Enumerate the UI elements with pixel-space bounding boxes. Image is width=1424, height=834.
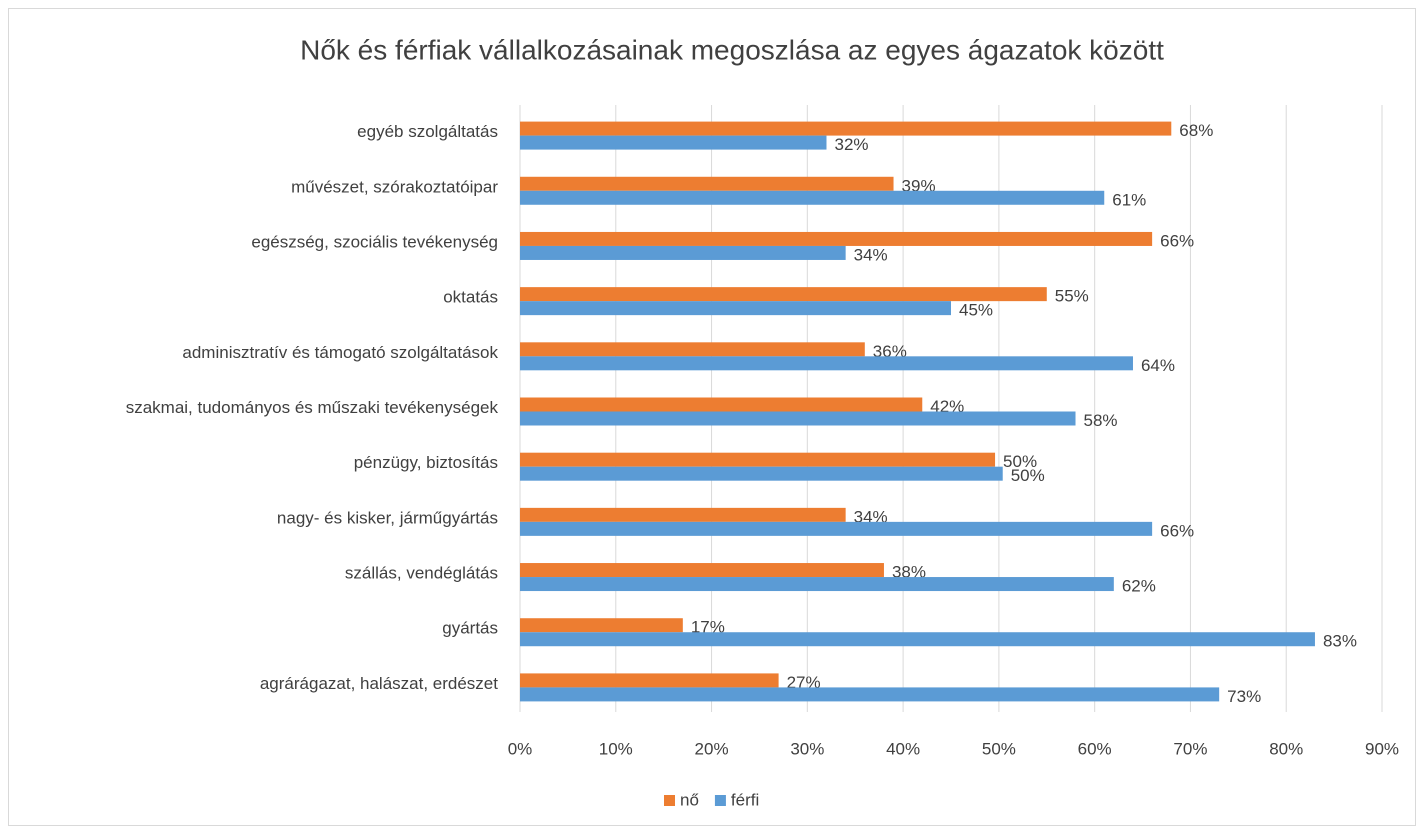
data-label: 58% bbox=[1084, 411, 1118, 430]
legend-label: férfi bbox=[731, 790, 759, 809]
data-label: 66% bbox=[1160, 231, 1194, 250]
bar bbox=[520, 452, 996, 467]
data-label: 34% bbox=[854, 245, 888, 264]
bar bbox=[520, 356, 1133, 371]
x-tick-label: 20% bbox=[695, 739, 729, 758]
legend-label: nő bbox=[680, 790, 699, 809]
data-label: 39% bbox=[902, 176, 936, 195]
legend-swatch bbox=[664, 795, 675, 806]
bar bbox=[520, 563, 884, 578]
legend-swatch bbox=[714, 795, 726, 806]
x-tick-label: 10% bbox=[599, 739, 633, 758]
bar bbox=[520, 632, 1315, 647]
data-label: 17% bbox=[691, 618, 725, 637]
bar bbox=[520, 190, 1105, 205]
bar bbox=[520, 521, 1153, 536]
y-tick-label: egészség, szociális tevékenység bbox=[251, 232, 498, 251]
bar bbox=[520, 301, 951, 316]
data-label: 83% bbox=[1323, 632, 1357, 651]
data-label: 50% bbox=[1011, 466, 1045, 485]
data-label: 36% bbox=[873, 342, 907, 361]
bar bbox=[520, 342, 865, 357]
y-tick-label: egyéb szolgáltatás bbox=[357, 122, 498, 141]
data-label: 64% bbox=[1141, 356, 1175, 375]
data-label: 73% bbox=[1227, 687, 1261, 706]
bar bbox=[520, 411, 1076, 426]
y-tick-label: művészet, szórakoztatóipar bbox=[291, 177, 498, 196]
data-label: 34% bbox=[854, 507, 888, 526]
x-tick-label: 90% bbox=[1365, 739, 1399, 758]
x-tick-label: 0% bbox=[508, 739, 533, 758]
x-tick-label: 40% bbox=[886, 739, 920, 758]
y-tick-label: agrárágazat, halászat, erdészet bbox=[260, 674, 498, 693]
bar bbox=[520, 397, 923, 412]
bar bbox=[520, 618, 683, 633]
bar bbox=[520, 245, 846, 260]
data-label: 68% bbox=[1179, 121, 1213, 140]
data-label: 55% bbox=[1055, 287, 1089, 306]
x-tick-label: 70% bbox=[1173, 739, 1207, 758]
y-tick-label: pénzügy, biztosítás bbox=[354, 453, 498, 472]
bar bbox=[520, 135, 827, 150]
x-tick-label: 80% bbox=[1269, 739, 1303, 758]
data-label: 62% bbox=[1122, 577, 1156, 596]
bar bbox=[520, 507, 846, 522]
bar bbox=[520, 687, 1220, 702]
data-label: 61% bbox=[1112, 190, 1146, 209]
data-label: 32% bbox=[834, 135, 868, 154]
bar bbox=[520, 176, 894, 191]
data-label: 38% bbox=[892, 563, 926, 582]
data-label: 66% bbox=[1160, 521, 1194, 540]
bar bbox=[520, 287, 1047, 302]
y-tick-label: szakmai, tudományos és műszaki tevékenys… bbox=[126, 398, 499, 417]
bar bbox=[520, 121, 1172, 136]
bar bbox=[520, 577, 1114, 592]
bar bbox=[520, 231, 1153, 246]
bar bbox=[520, 466, 1003, 481]
y-tick-label: szállás, vendéglátás bbox=[345, 564, 498, 583]
data-label: 42% bbox=[930, 397, 964, 416]
data-label: 45% bbox=[959, 301, 993, 320]
bar bbox=[520, 673, 779, 688]
x-tick-label: 30% bbox=[790, 739, 824, 758]
x-tick-label: 60% bbox=[1078, 739, 1112, 758]
data-label: 50% bbox=[1003, 452, 1037, 471]
chart-title: Nők és férfiak vállalkozásainak megoszlá… bbox=[300, 34, 1164, 65]
y-tick-label: gyártás bbox=[442, 619, 498, 638]
x-tick-label: 50% bbox=[982, 739, 1016, 758]
y-tick-label: adminisztratív és támogató szolgáltatáso… bbox=[182, 343, 498, 362]
y-tick-label: oktatás bbox=[443, 288, 498, 307]
data-label: 27% bbox=[787, 673, 821, 692]
y-tick-label: nagy- és kisker, járműgyártás bbox=[277, 508, 498, 527]
